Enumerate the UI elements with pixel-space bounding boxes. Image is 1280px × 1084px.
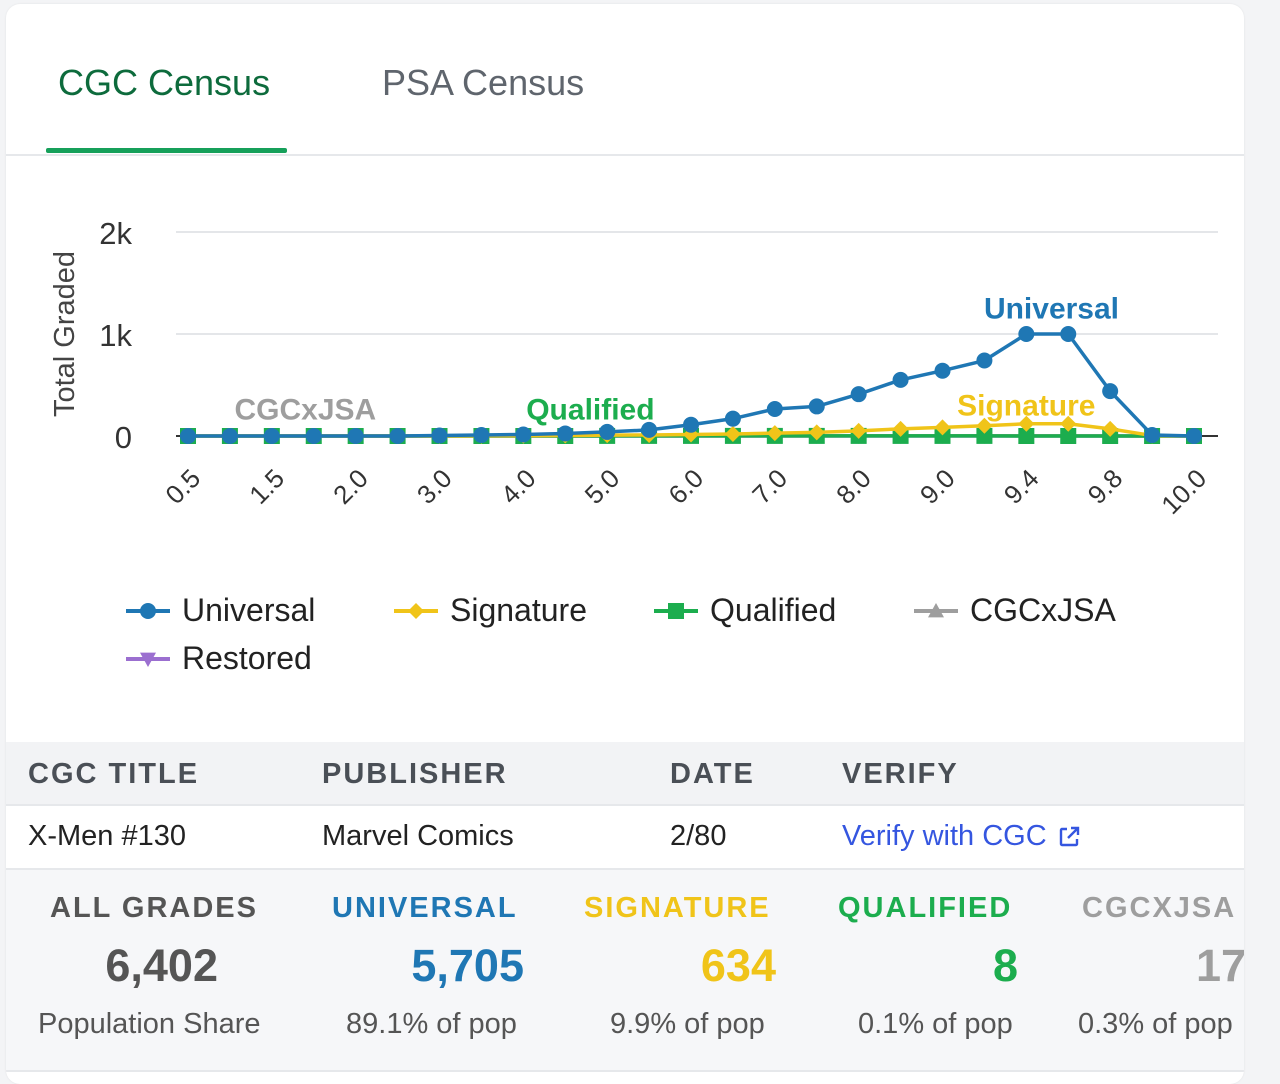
col-header-publisher: PUBLISHER [322, 758, 508, 791]
stat-value-all: 6,402 [105, 940, 218, 992]
stat-label-qualified: QUALIFIED [838, 892, 1012, 925]
tab-psa-census[interactable]: PSA Census [382, 62, 584, 104]
data-point-universal [1186, 428, 1202, 444]
data-point-universal [1018, 326, 1034, 342]
legend-marker-signature [408, 603, 424, 619]
census-tabs: CGC Census PSA Census [6, 4, 1244, 156]
active-tab-indicator [46, 148, 287, 153]
census-chart: 0 1k 2k Total Graded 0.5 1.5 2.0 3.0 4.0 5.0 6.0 7.… [6, 154, 1244, 584]
x-tick-label: 9.4 [998, 463, 1045, 510]
x-tick-label: 4.0 [495, 463, 542, 510]
annotation-cgcxjsa: CGCxJSA [235, 393, 377, 426]
y-tick-label: 1k [99, 318, 132, 353]
legend-item-restored[interactable]: Restored [126, 640, 312, 677]
data-point-universal [515, 426, 531, 442]
x-tick-label: 6.0 [662, 463, 709, 510]
legend-circle-icon [126, 599, 170, 623]
y-tick-label: 2k [99, 216, 132, 251]
legend-square-icon [654, 599, 698, 623]
data-point-universal [222, 428, 238, 444]
external-link-icon [1057, 825, 1081, 849]
data-point-universal [767, 401, 783, 417]
col-header-title: CGC TITLE [28, 758, 199, 791]
stat-label-cgcxjsa: CGCXJSA [1082, 892, 1236, 925]
stat-label-signature: SIGNATURE [584, 892, 771, 925]
legend-marker-universal [140, 603, 156, 619]
annotation-universal: Universal [984, 293, 1119, 326]
x-tick-label: 8.0 [830, 463, 877, 510]
legend-item-universal[interactable]: Universal [126, 592, 315, 629]
data-point-universal [1144, 427, 1160, 443]
data-point-universal [180, 428, 196, 444]
data-point-universal [306, 428, 322, 444]
stat-label-all: ALL GRADES [50, 892, 258, 925]
stat-value-cgcxjsa: 17 [1196, 940, 1244, 992]
legend-label: Qualified [710, 592, 836, 629]
data-point-universal [264, 428, 280, 444]
legend-label: CGCxJSA [970, 592, 1116, 629]
data-point-universal [432, 427, 448, 443]
stat-share-signature: 9.9% of pop [610, 1008, 765, 1041]
data-point-universal [683, 417, 699, 433]
col-header-date: DATE [670, 758, 755, 791]
stat-value-signature: 634 [701, 940, 776, 992]
stat-share-cgcxjsa: 0.3% of pop [1078, 1008, 1233, 1041]
verify-link-label: Verify with CGC [842, 820, 1047, 853]
annotation-signature: Signature [957, 389, 1095, 422]
legend-triangle-icon [914, 599, 958, 623]
cell-date: 2/80 [670, 820, 726, 853]
stat-share-universal: 89.1% of pop [346, 1008, 517, 1041]
y-tick-label: 0 [115, 420, 132, 455]
legend-item-signature[interactable]: Signature [394, 592, 587, 629]
x-tick-label: 0.5 [159, 463, 206, 510]
stat-share-all: Population Share [38, 1008, 261, 1041]
x-tick-label: 10.0 [1155, 463, 1212, 520]
x-tick-label: 2.0 [327, 463, 374, 510]
data-point-universal [935, 363, 951, 379]
y-axis-title: Total Graded [49, 251, 81, 417]
legend-diamond-icon [394, 599, 438, 623]
table-row: X-Men #130 Marvel Comics 2/80 Verify wit… [6, 804, 1244, 870]
x-tick-label: 1.5 [243, 463, 290, 510]
data-point-universal [1102, 383, 1118, 399]
x-tick-label: 9.8 [1082, 463, 1129, 510]
grade-stats: ALL GRADES 6,402 Population Share UNIVERSAL… [6, 870, 1244, 1072]
data-point-universal [390, 428, 406, 444]
stat-value-qualified: 8 [993, 940, 1018, 992]
legend-item-cgcxjsa[interactable]: CGCxJSA [914, 592, 1116, 629]
x-tick-label: 5.0 [579, 463, 626, 510]
legend-label: Restored [182, 640, 312, 677]
data-point-universal [348, 428, 364, 444]
data-point-universal [976, 353, 992, 369]
cell-title: X-Men #130 [28, 820, 186, 853]
x-tick-label: 9.0 [914, 463, 961, 510]
data-point-universal [557, 425, 573, 441]
stat-value-universal: 5,705 [411, 940, 524, 992]
legend-label: Universal [182, 592, 315, 629]
data-point-universal [893, 372, 909, 388]
x-tick-label: 3.0 [411, 463, 458, 510]
data-point-universal [473, 427, 489, 443]
annotation-qualified: Qualified [526, 393, 654, 426]
col-header-verify: VERIFY [842, 758, 959, 791]
legend-triangle-down-icon [126, 647, 170, 671]
data-point-universal [809, 398, 825, 414]
data-point-universal [725, 411, 741, 427]
legend-item-qualified[interactable]: Qualified [654, 592, 836, 629]
stat-share-qualified: 0.1% of pop [858, 1008, 1013, 1041]
legend-label: Signature [450, 592, 587, 629]
data-point-universal [851, 386, 867, 402]
tab-cgc-census[interactable]: CGC Census [58, 62, 270, 104]
verify-with-cgc-link[interactable]: Verify with CGC [842, 820, 1081, 853]
data-point-universal [1060, 326, 1076, 342]
stat-label-universal: UNIVERSAL [332, 892, 518, 925]
census-table-header: CGC TITLE PUBLISHER DATE VERIFY [6, 742, 1244, 806]
cell-publisher: Marvel Comics [322, 820, 514, 853]
x-tick-label: 7.0 [746, 463, 793, 510]
legend-marker-qualified [668, 603, 684, 619]
